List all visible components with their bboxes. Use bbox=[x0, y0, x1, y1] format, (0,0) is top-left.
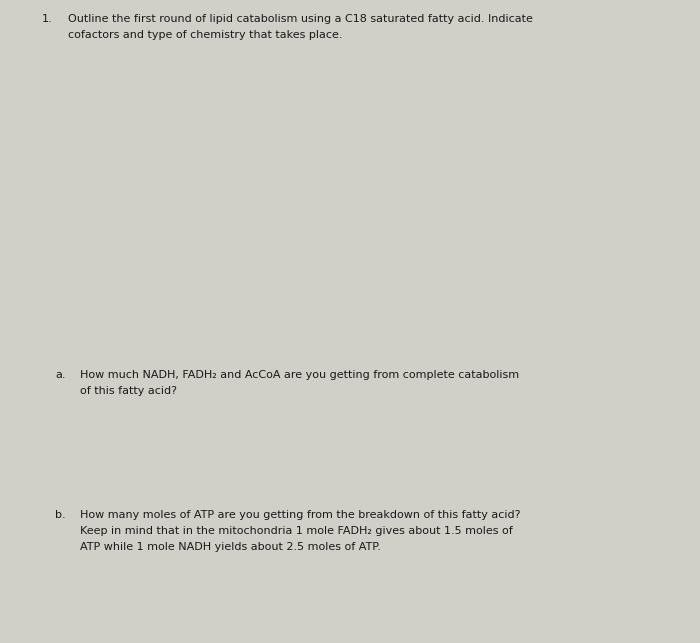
Text: Outline the first round of lipid catabolism using a C18 saturated fatty acid. In: Outline the first round of lipid catabol… bbox=[68, 14, 533, 24]
Text: Outline the: Outline the bbox=[0, 642, 1, 643]
Text: a.: a. bbox=[55, 370, 66, 380]
Text: cofactors and type of chemistry that takes place.: cofactors and type of chemistry that tak… bbox=[68, 30, 342, 40]
Text: How much NADH, FADH₂ and AcCoA are you getting from complete catabolism: How much NADH, FADH₂ and AcCoA are you g… bbox=[80, 370, 519, 380]
Text: b.: b. bbox=[55, 510, 66, 520]
Text: 1.: 1. bbox=[42, 14, 52, 24]
Text: of this fatty acid?: of this fatty acid? bbox=[80, 386, 177, 396]
Text: Keep in mind that in the mitochondria 1 mole FADH₂ gives about 1.5 moles of: Keep in mind that in the mitochondria 1 … bbox=[80, 526, 512, 536]
Text: How many moles of ATP are you getting from the breakdown of this fatty acid?: How many moles of ATP are you getting fr… bbox=[80, 510, 521, 520]
Text: Outline the first round: Outline the first round bbox=[0, 642, 1, 643]
Text: ATP while 1 mole NADH yields about 2.5 moles of ATP.: ATP while 1 mole NADH yields about 2.5 m… bbox=[80, 542, 381, 552]
